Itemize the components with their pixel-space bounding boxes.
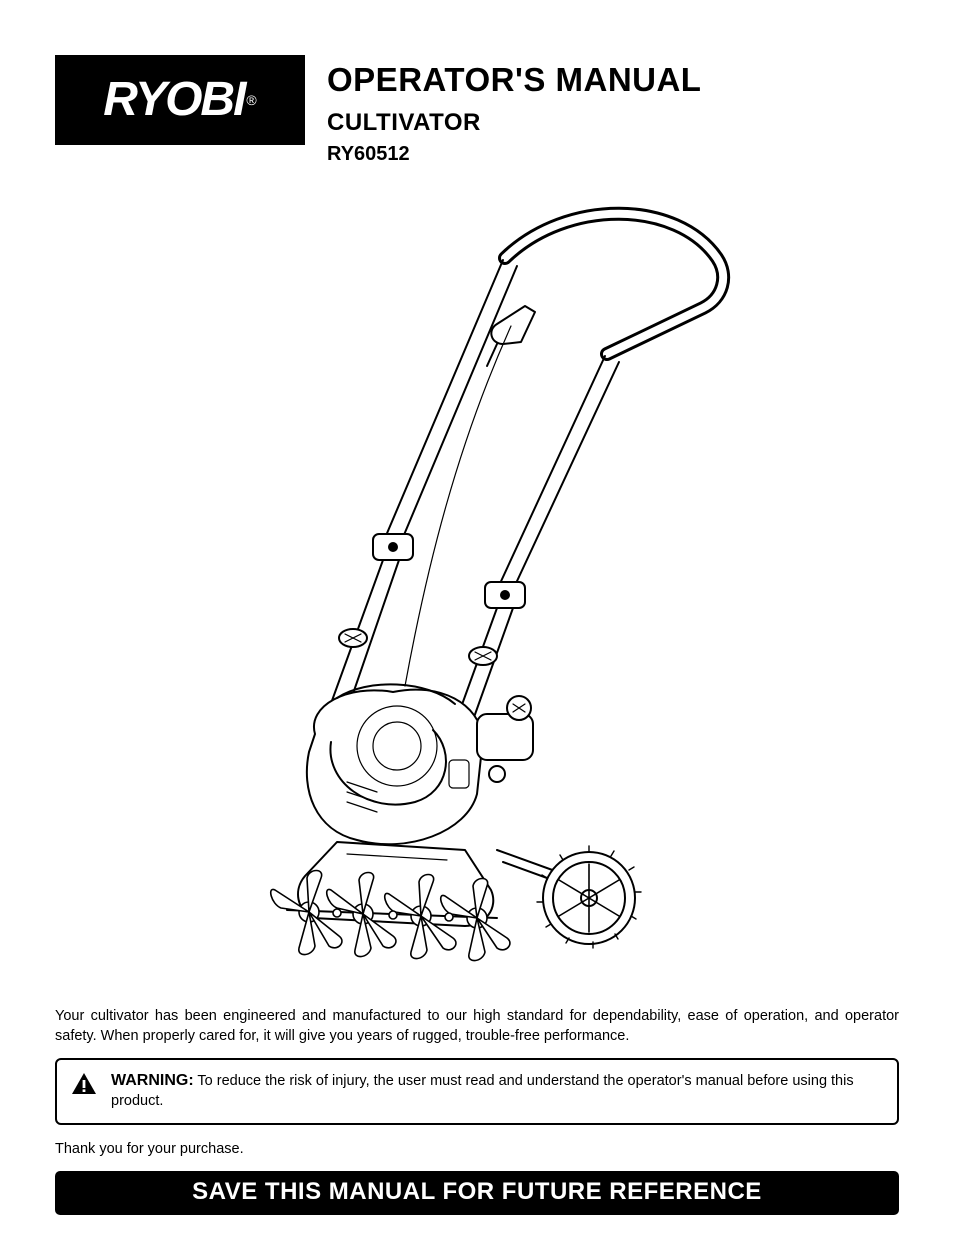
- product-type: CULTIVATOR: [327, 109, 701, 137]
- intro-paragraph: Your cultivator has been engineered and …: [55, 1007, 899, 1046]
- warning-text-wrap: WARNING: To reduce the risk of injury, t…: [111, 1070, 883, 1111]
- brand-suffix: ®: [246, 92, 256, 108]
- warning-icon: [71, 1072, 97, 1101]
- brand-name: RYOBI: [103, 76, 244, 124]
- thanks-line: Thank you for your purchase.: [55, 1141, 899, 1157]
- warning-label: WARNING:: [111, 1072, 194, 1089]
- warning-box: WARNING: To reduce the risk of injury, t…: [55, 1058, 899, 1125]
- title-block: OPERATOR'S MANUAL CULTIVATOR RY60512: [327, 55, 701, 166]
- model-number: RY60512: [327, 143, 701, 166]
- warning-body: To reduce the risk of injury, the user m…: [111, 1073, 854, 1109]
- cultivator-line-art: [197, 186, 757, 966]
- save-banner: SAVE THIS MANUAL FOR FUTURE REFERENCE: [55, 1171, 899, 1215]
- brand-logo: RYOBI®: [55, 55, 305, 145]
- document-title: OPERATOR'S MANUAL: [327, 61, 701, 99]
- product-illustration: [55, 186, 899, 971]
- header-row: RYOBI® OPERATOR'S MANUAL CULTIVATOR RY60…: [55, 55, 899, 166]
